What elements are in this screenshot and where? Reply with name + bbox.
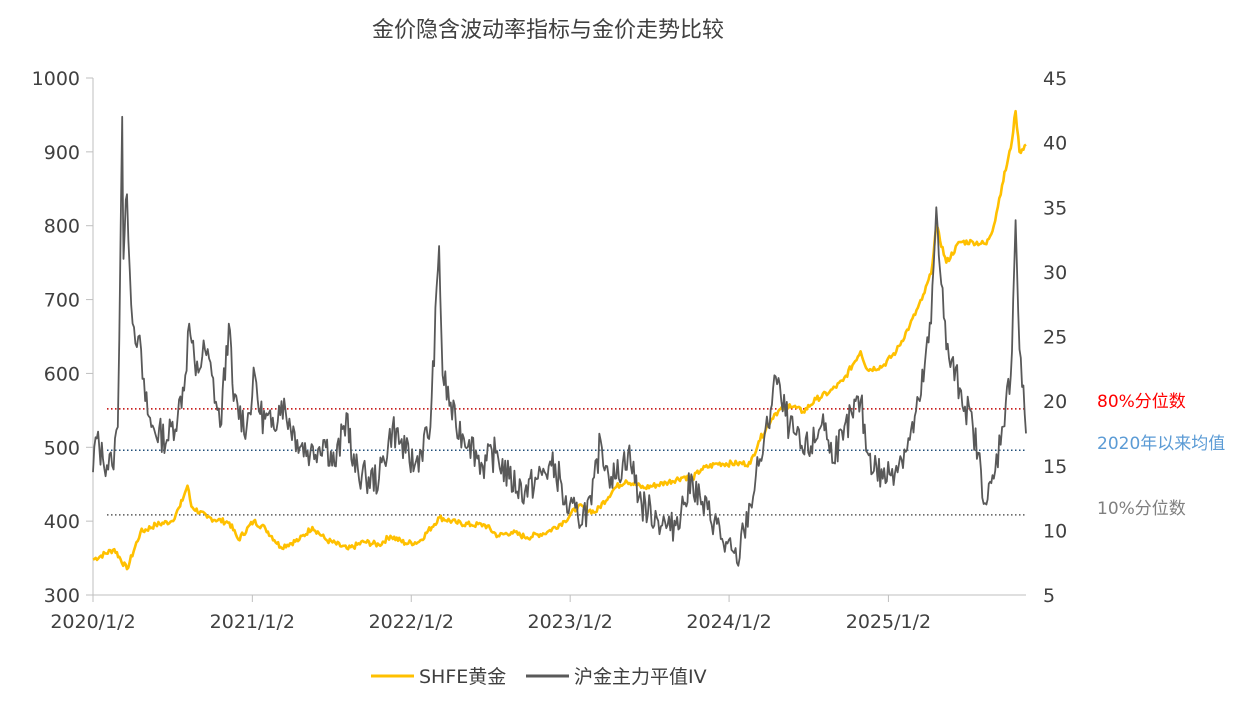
y-left-tick-label: 300	[44, 585, 80, 607]
y-left-tick-label: 400	[44, 511, 80, 533]
y-left-tick-label: 900	[44, 142, 80, 164]
series-line-iv	[92, 115, 1027, 567]
series-layer	[92, 109, 1027, 571]
x-tick-label: 2020/1/2	[50, 611, 135, 633]
y-right-tick-label: 45	[1043, 68, 1067, 90]
y-left-tick-label: 700	[44, 290, 80, 312]
y-right-tick-label: 15	[1043, 456, 1067, 478]
y-right-tick-label: 10	[1043, 520, 1067, 542]
legend: SHFE黄金 沪金主力平值IV	[371, 666, 707, 688]
y-right-tick-label: 35	[1043, 197, 1067, 219]
reference-line-label: 10%分位数	[1097, 499, 1186, 519]
legend-label-shfe-gold: SHFE黄金	[419, 666, 506, 688]
x-tick-label: 2021/1/2	[210, 611, 295, 633]
y-right-tick-label: 25	[1043, 327, 1067, 349]
y-right-tick-label: 20	[1043, 391, 1067, 413]
y-left-tick-label: 800	[44, 216, 80, 238]
y-right-tick-label: 30	[1043, 262, 1067, 284]
y-left-tick-label: 500	[44, 437, 80, 459]
y-left-tick-label: 1000	[32, 68, 80, 90]
y-left-tick-label: 600	[44, 363, 80, 385]
legend-label-iv: 沪金主力平值IV	[574, 666, 707, 688]
x-tick-label: 2024/1/2	[686, 611, 771, 633]
chart-title: 金价隐含波动率指标与金价走势比较	[372, 18, 724, 43]
x-tick-label: 2025/1/2	[846, 611, 931, 633]
series-line-shfe-gold	[92, 109, 1027, 571]
y-right-tick-label: 40	[1043, 133, 1067, 155]
y-right-tick-label: 5	[1043, 585, 1055, 607]
x-tick-label: 2022/1/2	[369, 611, 454, 633]
reference-line-label: 80%分位数	[1097, 392, 1186, 412]
axes: 300 400 500 600 700 800 900 1000 5 10 15 20 25 30 35 40…	[32, 68, 1068, 633]
reference-line-label: 2020年以来均值	[1097, 434, 1225, 454]
x-tick-label: 2023/1/2	[527, 611, 612, 633]
